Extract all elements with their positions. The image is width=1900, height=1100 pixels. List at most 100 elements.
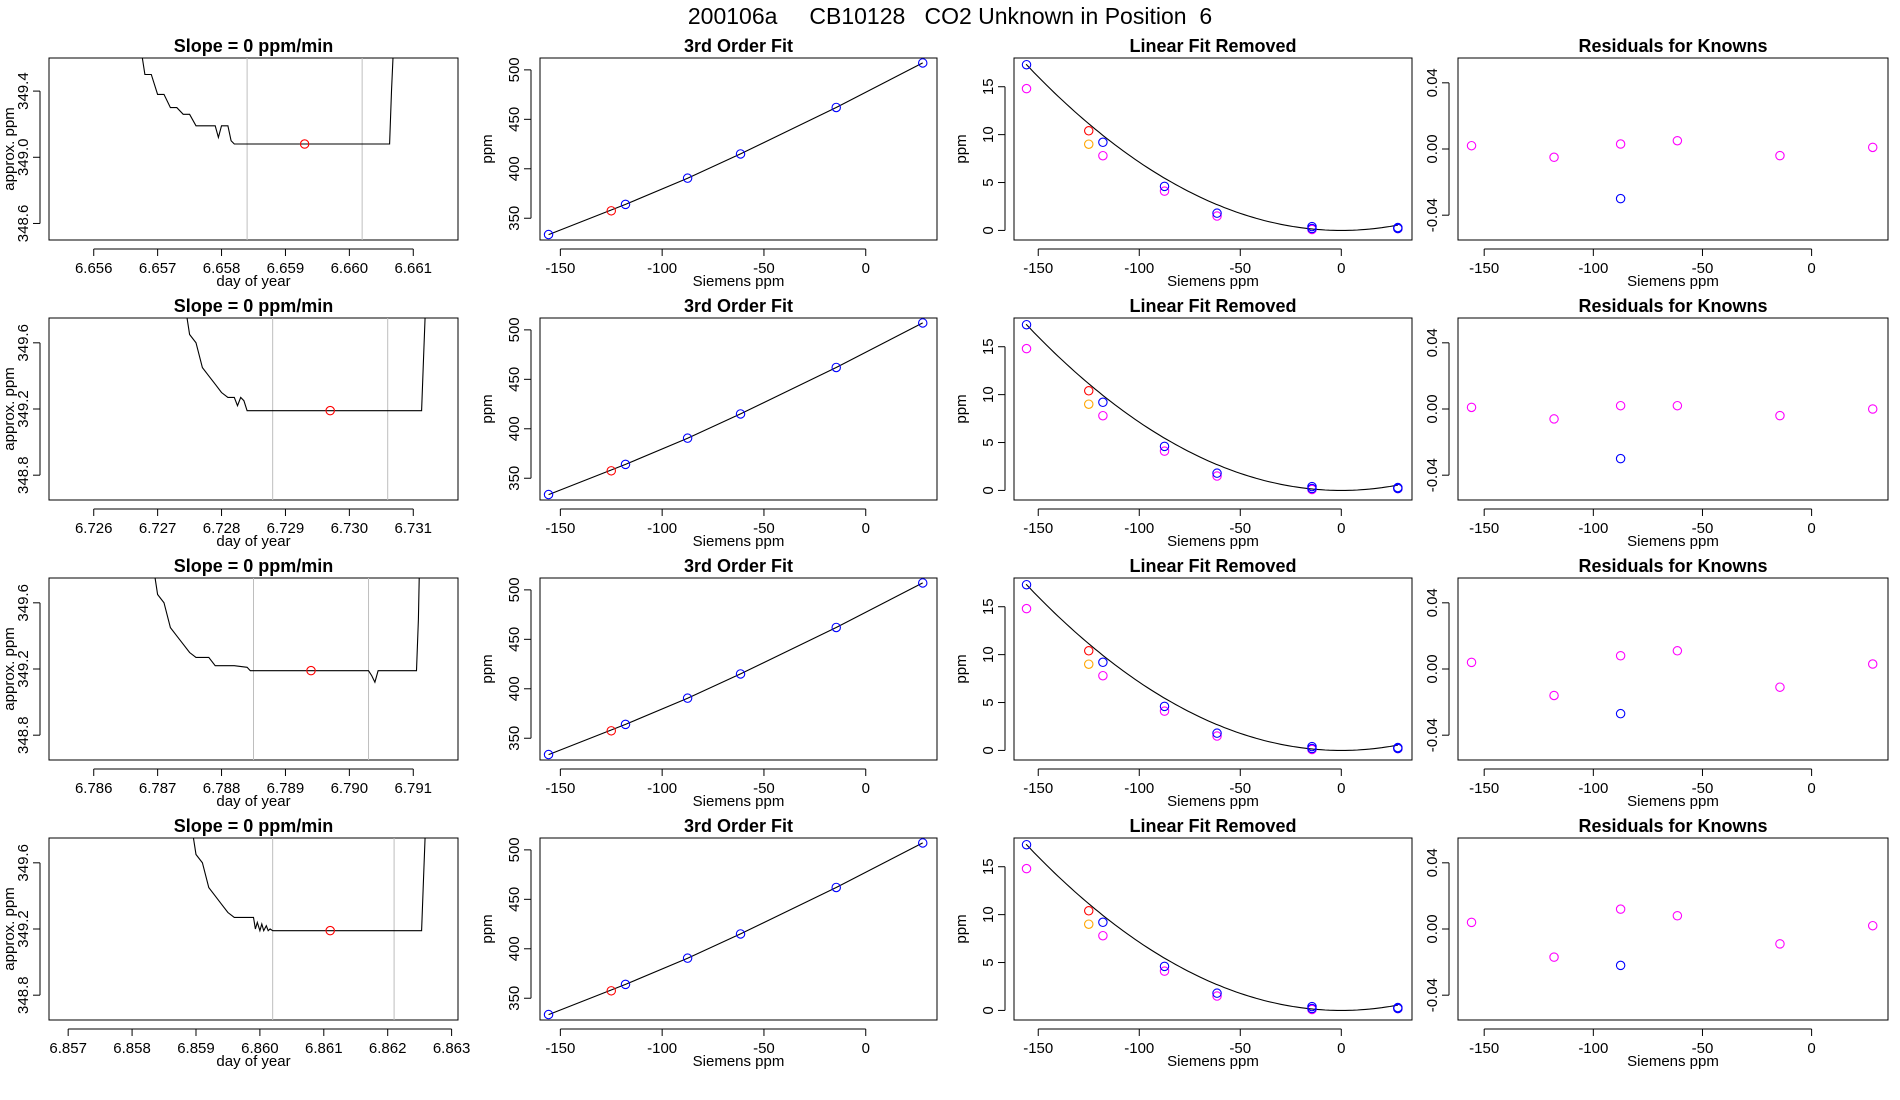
y-tick-label: 400	[506, 416, 523, 441]
residual-point	[1615, 960, 1626, 971]
panel-slope-row-3: Slope = 0 ppm/min 6.786 6.787 6.788 6.789 6.7…	[1, 556, 459, 810]
y-tick-label: 0.00	[1424, 654, 1441, 683]
panel-residuals-row-4: Residuals for Knowns -150 -100 -50 0 Siemens …	[1424, 816, 1889, 1070]
y-tick-label: 450	[506, 887, 523, 912]
residual-point	[1615, 453, 1626, 464]
y-tick-label: 0.04	[1424, 328, 1441, 357]
x-tick-label: 6.859	[177, 1040, 215, 1057]
x-tick-label: 6.863	[433, 1040, 471, 1057]
y-tick-label: -0.04	[1424, 978, 1441, 1012]
x-tick-label: 0	[862, 260, 870, 277]
plot-frame	[1457, 837, 1889, 1021]
known-point	[831, 102, 841, 113]
measured-point	[1159, 706, 1170, 716]
x-tick-label: -100	[647, 1040, 677, 1057]
x-axis-label: Siemens ppm	[1167, 273, 1259, 290]
y-tick-label: 5	[980, 698, 997, 706]
y-tick-label: 400	[506, 936, 523, 961]
x-axis-label: day of year	[216, 533, 290, 550]
panel-residuals-row-1: Residuals for Knowns -150 -100 -50 0 Siemens …	[1424, 36, 1889, 290]
mean-marker	[306, 665, 316, 676]
panel-residuals-row-3: Residuals for Knowns -150 -100 -50 0 Siemens …	[1424, 556, 1889, 810]
known-point	[1393, 1003, 1403, 1014]
x-axis-label: Siemens ppm	[1167, 533, 1259, 550]
y-tick-label: 348.8	[15, 456, 32, 494]
y-tick-label: 10	[980, 386, 997, 403]
x-axis-label: Siemens ppm	[1167, 1053, 1259, 1070]
plot-area	[1021, 839, 1403, 1015]
y-tick-label: 450	[506, 367, 523, 392]
x-tick-label: 0	[1337, 780, 1345, 797]
y-axis-label: ppm	[953, 914, 970, 943]
y-tick-label: 10	[980, 646, 997, 663]
panel-slope-row-1: Slope = 0 ppm/min 6.656 6.657 6.658 6.659 6.6…	[1, 36, 459, 290]
unknown-point	[606, 466, 617, 476]
plot-area	[1021, 59, 1403, 235]
known-point	[917, 318, 928, 328]
y-tick-label: 400	[506, 156, 523, 181]
known-point	[831, 362, 841, 373]
panel-fit-row-1: 3rd Order Fit -150 -100 -50 0 Siemens ppm 350 4…	[479, 36, 938, 290]
panel-title: Slope = 0 ppm/min	[174, 556, 334, 576]
x-tick-label: 6.791	[394, 780, 432, 797]
x-tick-label: 6.862	[369, 1040, 407, 1057]
panel-title: Residuals for Knowns	[1578, 296, 1767, 316]
residual-point	[1549, 690, 1559, 701]
y-axis-label: ppm	[953, 134, 970, 163]
x-axis-label: Siemens ppm	[1167, 793, 1259, 810]
x-axis-label: Siemens ppm	[693, 273, 785, 290]
plot-area	[1466, 400, 1878, 464]
plot-area	[186, 318, 426, 500]
x-tick-label: 6.858	[113, 1040, 151, 1057]
x-tick-label: 6.788	[203, 780, 241, 797]
panel-linear_removed-row-4: Linear Fit Removed -150 -100 -50 0 Siemens pp…	[953, 816, 1413, 1070]
x-tick-label: 0	[1337, 1040, 1345, 1057]
y-tick-label: 348.8	[15, 716, 32, 754]
known-point	[735, 929, 746, 939]
panel-linear_removed-row-3: Linear Fit Removed -150 -100 -50 0 Siemens pp…	[953, 556, 1413, 810]
x-tick-label: -50	[1692, 1040, 1714, 1057]
known-point	[682, 173, 693, 183]
measured-point	[1212, 991, 1222, 1001]
known-point	[1307, 1003, 1317, 1014]
known-point	[1393, 743, 1403, 754]
panel-title: 3rd Order Fit	[684, 36, 793, 56]
known-point	[1212, 208, 1222, 218]
x-axis-label: day of year	[216, 1053, 290, 1070]
known-point	[735, 409, 746, 419]
x-axis-label: Siemens ppm	[693, 793, 785, 810]
known-point	[543, 229, 554, 240]
known-point	[1021, 839, 1032, 850]
y-tick-label: -0.04	[1424, 198, 1441, 232]
residual-point	[1867, 659, 1878, 669]
y-axis-label: ppm	[479, 134, 496, 163]
plot-area	[1466, 646, 1878, 719]
series-line	[154, 578, 420, 684]
panel-title: Slope = 0 ppm/min	[174, 816, 334, 836]
x-tick-label: 6.660	[331, 260, 369, 277]
x-tick-label: -100	[1124, 520, 1154, 537]
panel-title: Residuals for Knowns	[1578, 556, 1767, 576]
y-tick-label: 349.4	[15, 72, 32, 110]
panel-fit-row-3: 3rd Order Fit -150 -100 -50 0 Siemens ppm 350 4…	[479, 556, 938, 810]
series-line	[192, 838, 426, 933]
residual-point	[1615, 139, 1626, 149]
measured-point	[1021, 603, 1032, 614]
y-axis-label: approx. ppm	[1, 887, 18, 970]
panel-title: Linear Fit Removed	[1129, 296, 1296, 316]
known-point	[543, 1009, 554, 1020]
page-title: 200106a CB10128 CO2 Unknown in Position …	[687, 3, 1213, 29]
y-tick-label: 500	[506, 57, 523, 82]
known-point	[682, 953, 693, 963]
measured-point	[1159, 186, 1170, 196]
known-point	[682, 433, 693, 443]
residual-point	[1775, 150, 1785, 161]
known-point	[1307, 223, 1317, 234]
fit-line	[548, 582, 923, 756]
x-tick-label: -100	[1578, 520, 1608, 537]
y-tick-label: 350	[506, 986, 523, 1011]
panel-title: Slope = 0 ppm/min	[174, 296, 334, 316]
known-point	[620, 979, 631, 990]
x-tick-label: 6.731	[394, 520, 432, 537]
y-tick-label: 349.6	[15, 584, 32, 622]
